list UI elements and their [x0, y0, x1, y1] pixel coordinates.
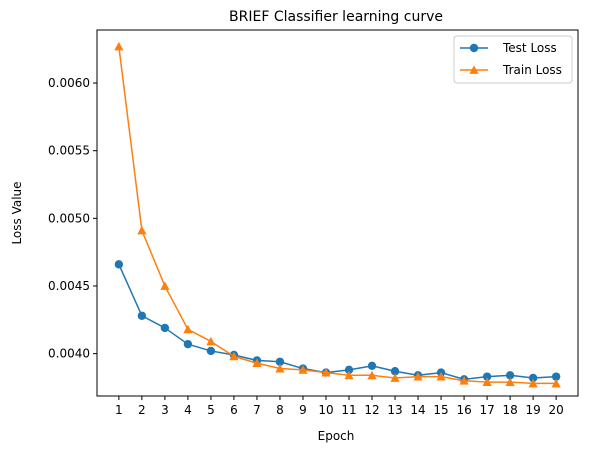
test-loss-point — [138, 312, 146, 320]
series-train-loss — [114, 42, 560, 387]
x-tick-label: 14 — [410, 403, 425, 417]
y-tick-label: 0.0045 — [48, 279, 90, 293]
test-loss-point — [115, 260, 123, 268]
x-tick-label: 18 — [502, 403, 517, 417]
series-layer — [114, 42, 560, 387]
x-tick-label: 17 — [479, 403, 494, 417]
x-tick-label: 2 — [138, 403, 146, 417]
y-tick-label: 0.0055 — [48, 144, 90, 158]
x-tick-label: 1 — [115, 403, 123, 417]
train-loss-point — [137, 226, 146, 235]
x-tick-label: 13 — [387, 403, 402, 417]
y-axis-ticks: 0.0040 0.0045 0.0050 0.0055 0.0060 — [48, 76, 97, 361]
x-axis-ticks: 1 2 3 4 5 6 7 8 9 10 11 12 13 14 15 16 17 18 19 20 — [115, 396, 564, 417]
x-tick-label: 4 — [184, 403, 192, 417]
chart-title: BRIEF Classifier learning curve — [229, 9, 443, 25]
train-loss-point — [160, 281, 169, 290]
x-tick-label: 5 — [207, 403, 215, 417]
y-axis-label: Loss Value — [10, 181, 24, 244]
x-tick-label: 19 — [525, 403, 540, 417]
x-tick-label: 15 — [433, 403, 448, 417]
x-tick-label: 8 — [276, 403, 284, 417]
y-tick-label: 0.0050 — [48, 211, 90, 225]
series-test-loss — [115, 260, 561, 383]
x-tick-label: 11 — [341, 403, 356, 417]
x-tick-label: 20 — [548, 403, 563, 417]
y-tick-label: 0.0060 — [48, 76, 90, 90]
train-loss-point — [206, 337, 215, 346]
legend-marker — [470, 44, 478, 52]
y-tick-label: 0.0040 — [48, 347, 90, 361]
legend: Test Loss Train Loss — [454, 36, 572, 83]
test-loss-point — [161, 324, 169, 332]
train-loss-point — [114, 42, 123, 51]
legend-label: Test Loss — [502, 41, 557, 55]
x-tick-label: 12 — [364, 403, 379, 417]
x-tick-label: 7 — [253, 403, 261, 417]
x-tick-label: 10 — [318, 403, 333, 417]
plot-area — [97, 30, 578, 396]
x-axis-label: Epoch — [318, 429, 355, 443]
test-loss-point — [368, 362, 376, 370]
test-loss-point — [207, 347, 215, 355]
legend-label: Train Loss — [502, 63, 562, 77]
plot-frame — [97, 30, 578, 396]
x-tick-label: 9 — [299, 403, 307, 417]
test-loss-point — [184, 340, 192, 348]
train-loss-point — [183, 325, 192, 334]
x-tick-label: 3 — [161, 403, 169, 417]
x-tick-label: 6 — [230, 403, 238, 417]
x-tick-label: 16 — [456, 403, 471, 417]
